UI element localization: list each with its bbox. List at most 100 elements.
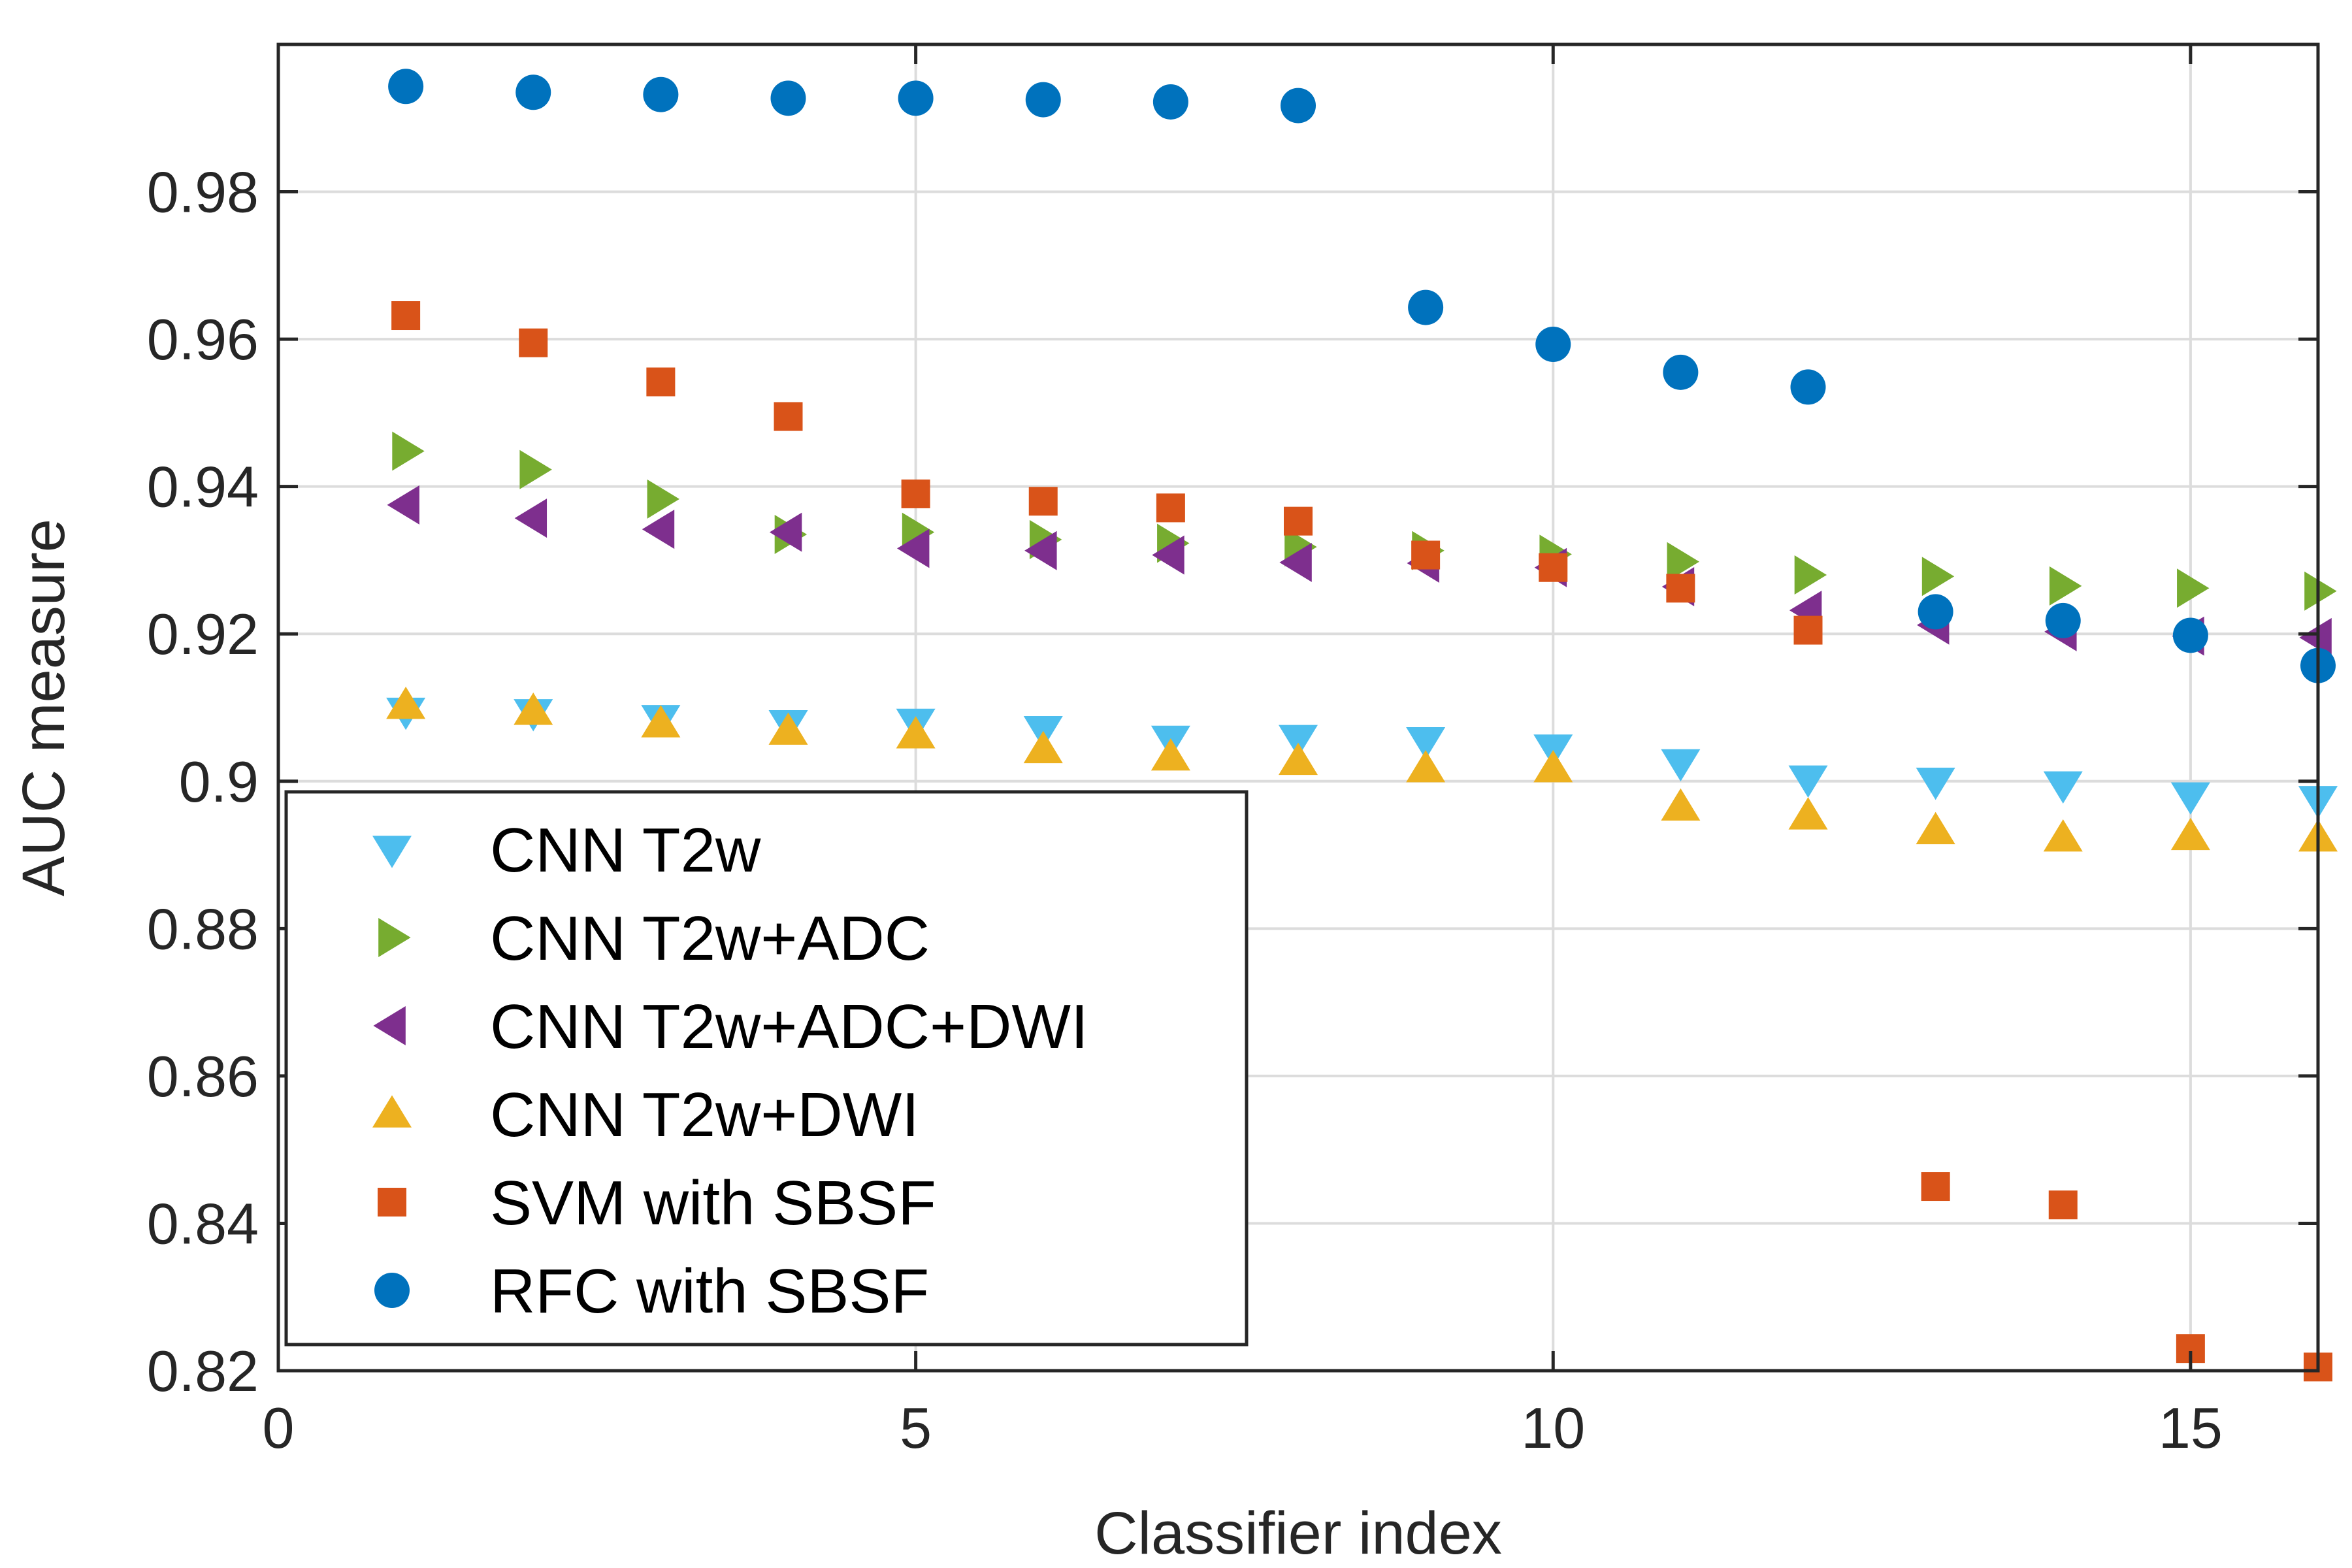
data-point (1788, 797, 1828, 830)
legend-marker (378, 1188, 406, 1217)
data-point (1533, 750, 1573, 783)
data-point (1025, 82, 1061, 118)
data-point (1916, 811, 1955, 845)
data-point (1918, 594, 1953, 630)
legend-label: CNN T2w+DWI (490, 1080, 919, 1150)
legend-marker (372, 1095, 412, 1128)
legend-item: RFC with SBSF (374, 1256, 929, 1326)
data-point (514, 693, 553, 725)
data-point (1281, 88, 1316, 123)
data-point (897, 529, 930, 568)
data-point (1152, 535, 1184, 575)
legend-item: CNN T2w (372, 815, 761, 885)
data-point (1279, 742, 1318, 776)
data-point (386, 687, 426, 719)
data-point (519, 449, 552, 489)
data-point (1790, 369, 1826, 405)
data-point (896, 716, 936, 749)
x-tick-label: 5 (900, 1396, 932, 1460)
x-tick-label: 0 (263, 1396, 295, 1460)
legend-label: CNN T2w+ADC+DWI (490, 992, 1088, 1062)
y-tick-label: 0.98 (147, 160, 259, 225)
data-point (1661, 788, 1701, 821)
x-tick-label: 15 (2159, 1396, 2223, 1460)
data-point (1151, 738, 1190, 771)
legend-item: CNN T2w+DWI (372, 1080, 919, 1150)
data-point (1539, 553, 1568, 582)
y-tick-label: 0.88 (147, 896, 259, 961)
data-point (2043, 771, 2083, 804)
data-point (1535, 327, 1571, 363)
data-point (2170, 817, 2210, 851)
legend-box (284, 790, 1249, 1347)
x-axis-label: Classifier index (1094, 1500, 1502, 1567)
legend-item: CNN T2w+ADC+DWI (373, 992, 1088, 1062)
data-point (2177, 568, 2210, 608)
data-point (1028, 487, 1058, 516)
data-point (1793, 615, 1823, 645)
data-point (2170, 782, 2210, 815)
data-point (2048, 1190, 2078, 1220)
data-point (1406, 727, 1446, 760)
data-markers (386, 69, 2338, 1382)
y-tick-label: 0.9 (179, 749, 259, 814)
data-point (1411, 540, 1441, 570)
data-point (774, 402, 803, 431)
legend-marker (372, 836, 412, 868)
grid (278, 44, 2318, 1372)
x-tick-label: 10 (1521, 1396, 1585, 1460)
y-tick-label: 0.84 (147, 1191, 259, 1256)
data-point (641, 705, 681, 738)
y-tick-label: 0.94 (147, 455, 259, 519)
data-point (1279, 725, 1318, 757)
data-point (2045, 602, 2081, 638)
data-point (387, 485, 419, 525)
series-svm-with-sbsf (391, 301, 2332, 1382)
data-point (515, 74, 551, 110)
data-point (1667, 542, 1699, 581)
data-point (901, 479, 930, 508)
y-tick-label: 0.96 (147, 307, 259, 372)
legend: CNN T2w CNN T2w+ADC CNN T2w+ADC+DWI CNN T2w… (284, 790, 1249, 1347)
data-point (642, 510, 675, 549)
axis-ticks: 0 5 10 15 0.82 0.84 0.86 0.88 0.9 0.92 0.94 0.96 0.9… (147, 44, 2318, 1460)
series-cnn-t2w-dwi (386, 687, 2338, 852)
data-point (392, 431, 425, 471)
data-point (391, 301, 421, 331)
data-point (898, 80, 934, 116)
data-point (1661, 749, 1701, 782)
data-point (2299, 617, 2332, 657)
data-point (1663, 354, 1699, 390)
data-point (1156, 493, 1185, 523)
data-point (1916, 767, 1955, 800)
legend-marker (378, 918, 411, 957)
legend-label: RFC with SBSF (490, 1256, 929, 1326)
data-point (1406, 750, 1446, 783)
legend-item: CNN T2w+ADC (378, 904, 930, 973)
data-point (647, 479, 679, 519)
data-point (519, 328, 548, 357)
data-point (768, 712, 808, 745)
legend-label: CNN T2w+ADC (490, 904, 930, 973)
y-axis-label: AUC measure (10, 519, 77, 896)
data-point (2049, 566, 2082, 606)
y-tick-label: 0.92 (147, 602, 259, 666)
plot-frame (276, 42, 2320, 1373)
data-point (2043, 819, 2083, 852)
data-point (1666, 574, 1695, 603)
data-point (1279, 542, 1312, 582)
data-point (1921, 1172, 1950, 1201)
data-point (1152, 84, 1188, 120)
data-point (646, 367, 676, 397)
data-point (2172, 617, 2208, 653)
data-point (514, 498, 547, 538)
legend-marker (374, 1273, 410, 1308)
legend-label: CNN T2w (490, 815, 761, 885)
legend-item: SVM with SBSF (378, 1168, 936, 1238)
data-point (1284, 506, 1313, 536)
data-point (769, 512, 802, 552)
data-point (1408, 289, 1444, 325)
data-point (770, 80, 806, 116)
series-rfc-with-sbsf (388, 69, 2336, 683)
data-point (643, 76, 679, 112)
